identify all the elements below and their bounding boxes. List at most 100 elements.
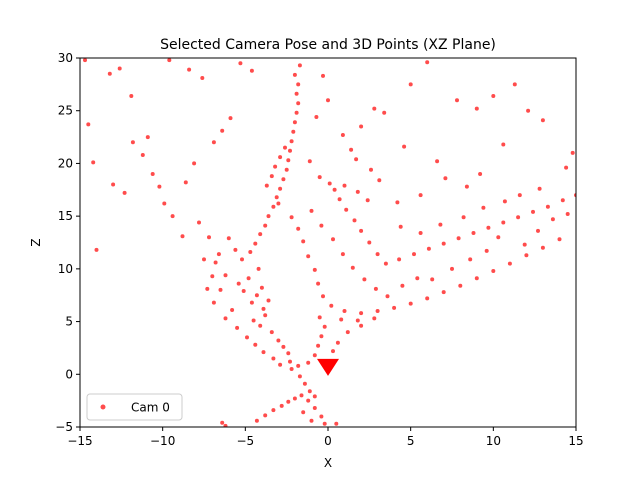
data-point: [253, 241, 258, 246]
data-point: [392, 305, 397, 310]
data-point: [491, 269, 496, 273]
data-point: [319, 334, 324, 339]
chart-title: Selected Camera Pose and 3D Points (XZ P…: [160, 37, 496, 53]
data-point: [286, 399, 291, 404]
data-point: [266, 214, 271, 219]
data-point: [478, 172, 483, 176]
data-point: [435, 159, 440, 164]
y-tick-label: 20: [58, 156, 73, 170]
y-tick-label: 0: [65, 367, 73, 381]
data-point: [266, 298, 271, 303]
data-point: [274, 195, 279, 200]
data-point: [395, 200, 400, 205]
data-point: [117, 66, 122, 71]
data-point: [245, 335, 249, 340]
data-point: [107, 71, 112, 76]
data-point: [526, 108, 531, 113]
data-point: [334, 421, 339, 426]
data-point: [83, 58, 87, 63]
data-point: [269, 174, 274, 179]
data-point: [458, 283, 463, 288]
data-point: [450, 266, 454, 271]
data-point: [236, 281, 241, 286]
data-point: [289, 139, 294, 144]
data-point: [486, 225, 491, 230]
data-point: [213, 260, 218, 265]
data-point: [294, 110, 299, 115]
data-point: [375, 252, 380, 257]
data-point: [359, 124, 364, 129]
data-point: [167, 58, 172, 63]
data-point: [249, 300, 254, 305]
camera-pose-marker: [317, 358, 339, 376]
data-point: [140, 153, 145, 157]
data-point: [468, 257, 473, 262]
data-point: [230, 308, 235, 312]
data-point: [316, 281, 321, 286]
data-point: [309, 418, 314, 423]
data-point: [261, 306, 266, 311]
data-point: [344, 207, 349, 212]
data-point: [441, 290, 446, 295]
data-point: [150, 172, 155, 176]
data-point: [256, 266, 261, 271]
data-point: [258, 323, 263, 328]
data-point: [288, 148, 292, 153]
data-point: [425, 296, 430, 301]
data-point: [278, 155, 283, 160]
data-point: [359, 228, 364, 233]
data-point: [289, 367, 294, 371]
data-point: [309, 208, 314, 213]
data-point: [284, 167, 289, 172]
data-point: [301, 410, 306, 415]
x-tick-label: −10: [150, 434, 175, 448]
data-point: [263, 313, 268, 318]
data-point: [319, 414, 324, 419]
data-point: [306, 360, 311, 365]
data-point: [412, 252, 416, 257]
data-point: [369, 167, 373, 172]
data-point: [331, 349, 335, 354]
data-point: [162, 201, 167, 206]
data-point: [354, 157, 359, 162]
data-point: [312, 394, 317, 399]
data-point: [560, 198, 565, 203]
data-point: [281, 177, 286, 182]
data-point: [565, 212, 570, 216]
data-point: [254, 293, 259, 298]
y-tick-label: 5: [65, 315, 73, 329]
data-point: [223, 316, 228, 321]
data-point: [537, 186, 542, 191]
data-point: [319, 223, 324, 228]
data-point: [438, 222, 443, 227]
data-point: [271, 204, 276, 209]
data-point: [397, 257, 402, 262]
data-point: [312, 406, 317, 410]
data-point: [322, 324, 327, 329]
data-point: [276, 201, 281, 206]
data-point: [373, 286, 378, 291]
data-point: [337, 197, 342, 202]
data-point: [491, 94, 496, 98]
data-point: [246, 276, 251, 281]
x-tick-label: −15: [67, 434, 92, 448]
data-point: [517, 193, 522, 198]
data-point: [228, 116, 233, 121]
data-point: [273, 164, 278, 169]
data-point: [400, 283, 405, 288]
data-point: [301, 239, 306, 244]
data-point: [408, 301, 413, 306]
data-point: [259, 285, 264, 290]
data-point: [223, 273, 228, 278]
data-point: [205, 286, 210, 291]
data-point: [425, 60, 430, 65]
data-point: [340, 252, 345, 257]
data-point: [345, 330, 350, 335]
data-point: [210, 274, 215, 279]
data-point: [211, 300, 216, 305]
data-point: [398, 224, 403, 229]
data-point: [524, 253, 529, 258]
data-point: [192, 161, 197, 166]
y-tick-label: 10: [58, 262, 73, 276]
data-point: [418, 231, 423, 235]
